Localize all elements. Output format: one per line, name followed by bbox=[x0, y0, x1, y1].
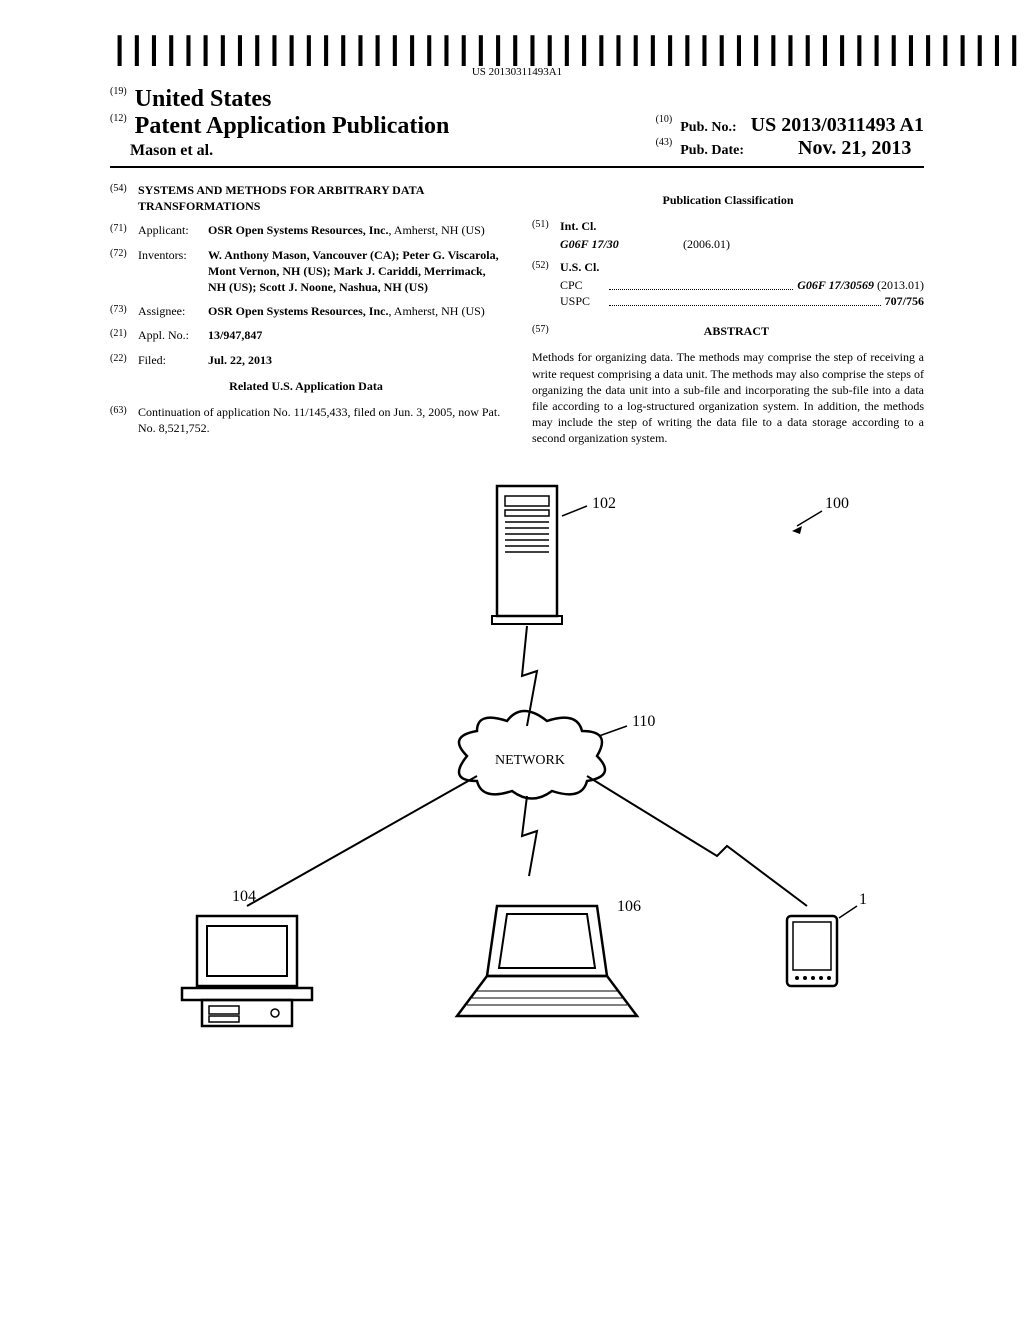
intcl-year: (2006.01) bbox=[683, 237, 730, 251]
pubdate-prefix: (43) bbox=[656, 137, 673, 148]
label-100: 100 bbox=[825, 495, 849, 512]
cpc-value: G06F 17/30569 bbox=[797, 278, 874, 292]
filed-label: Filed: bbox=[138, 352, 208, 368]
connection-line bbox=[247, 776, 477, 906]
assignee-num: (73) bbox=[110, 303, 138, 319]
connection-zigzag bbox=[587, 776, 807, 906]
diagram: 102 100 NETWORK 110 bbox=[110, 476, 924, 1041]
pubno-prefix: (10) bbox=[656, 114, 673, 125]
network-diagram-svg: 102 100 NETWORK 110 bbox=[167, 476, 867, 1036]
filed-date: Jul. 22, 2013 bbox=[208, 352, 502, 368]
server-icon bbox=[492, 486, 562, 624]
inventors-label: Inventors: bbox=[138, 247, 208, 296]
assignee-label: Assignee: bbox=[138, 303, 208, 319]
uscl-num: (52) bbox=[532, 259, 560, 275]
barcode-area: ||||||||||||||||||||||||||||||||||||||||… bbox=[110, 40, 924, 78]
cont-num: (63) bbox=[110, 404, 138, 436]
doctype: Patent Application Publication bbox=[135, 113, 450, 139]
callout-line bbox=[797, 511, 822, 526]
arrowhead-icon bbox=[792, 526, 802, 534]
applicant-name: OSR Open Systems Resources, Inc. bbox=[208, 223, 388, 237]
assignee-loc: , Amherst, NH (US) bbox=[388, 304, 484, 318]
label-106: 106 bbox=[617, 898, 641, 915]
country: United States bbox=[135, 86, 272, 112]
applicant-label: Applicant: bbox=[138, 222, 208, 238]
label-102: 102 bbox=[592, 495, 616, 512]
abstract-label: ABSTRACT bbox=[704, 324, 769, 338]
applicant-loc: , Amherst, NH (US) bbox=[388, 223, 484, 237]
label-104: 104 bbox=[232, 888, 256, 905]
network-label: NETWORK bbox=[495, 753, 565, 768]
uspc-value: 707/756 bbox=[885, 293, 924, 309]
inventors-text: W. Anthony Mason, Vancouver (CA); Peter … bbox=[208, 247, 502, 296]
appl-number: 13/947,847 bbox=[208, 327, 502, 343]
pubdate-label: Pub. Date: bbox=[680, 143, 744, 159]
applno-num: (21) bbox=[110, 327, 138, 343]
pubno-label: Pub. No.: bbox=[680, 120, 736, 136]
body-columns: (54) SYSTEMS AND METHODS FOR ARBITRARY D… bbox=[110, 182, 924, 446]
intcl-label: Int. Cl. bbox=[560, 218, 924, 234]
label-108: 108 bbox=[859, 891, 867, 908]
callout-line bbox=[562, 506, 587, 516]
dots-line bbox=[609, 277, 793, 290]
country-prefix: (19) bbox=[110, 86, 127, 97]
dots-line bbox=[609, 293, 881, 306]
callout-line bbox=[599, 726, 627, 736]
authors: Mason et al. bbox=[130, 142, 449, 160]
pub-date: Nov. 21, 2013 bbox=[798, 137, 911, 159]
filed-num: (22) bbox=[110, 352, 138, 368]
desktop-icon bbox=[182, 916, 312, 1026]
laptop-icon bbox=[457, 906, 637, 1016]
classification-heading: Publication Classification bbox=[532, 192, 924, 208]
uspc-label: USPC bbox=[560, 293, 605, 309]
pda-icon bbox=[787, 916, 837, 986]
abstract-text: Methods for organizing data. The methods… bbox=[532, 349, 924, 446]
abstract-num: (57) bbox=[532, 323, 549, 337]
cpc-year: (2013.01) bbox=[877, 278, 924, 292]
cpc-label: CPC bbox=[560, 277, 605, 293]
applicant-num: (71) bbox=[110, 222, 138, 238]
continuation-text: Continuation of application No. 11/145,4… bbox=[138, 404, 502, 436]
header: (19) United States (12) Patent Applicati… bbox=[110, 86, 924, 168]
left-column: (54) SYSTEMS AND METHODS FOR ARBITRARY D… bbox=[110, 182, 502, 446]
assignee-name: OSR Open Systems Resources, Inc. bbox=[208, 304, 388, 318]
title-num: (54) bbox=[110, 182, 138, 214]
barcode: ||||||||||||||||||||||||||||||||||||||||… bbox=[110, 40, 1024, 62]
intcl-num: (51) bbox=[532, 218, 560, 234]
doctype-prefix: (12) bbox=[110, 113, 127, 124]
callout-line bbox=[839, 906, 857, 918]
inventors-num: (72) bbox=[110, 247, 138, 296]
right-column: Publication Classification (51) Int. Cl.… bbox=[532, 182, 924, 446]
label-110: 110 bbox=[632, 713, 655, 730]
pub-number: US 2013/0311493 A1 bbox=[751, 114, 924, 136]
lightning-icon bbox=[522, 796, 537, 876]
applno-label: Appl. No.: bbox=[138, 327, 208, 343]
patent-title: SYSTEMS AND METHODS FOR ARBITRARY DATA T… bbox=[138, 182, 502, 214]
related-heading: Related U.S. Application Data bbox=[110, 378, 502, 394]
intcl-code: G06F 17/30 bbox=[560, 236, 680, 252]
uscl-label: U.S. Cl. bbox=[560, 259, 924, 275]
